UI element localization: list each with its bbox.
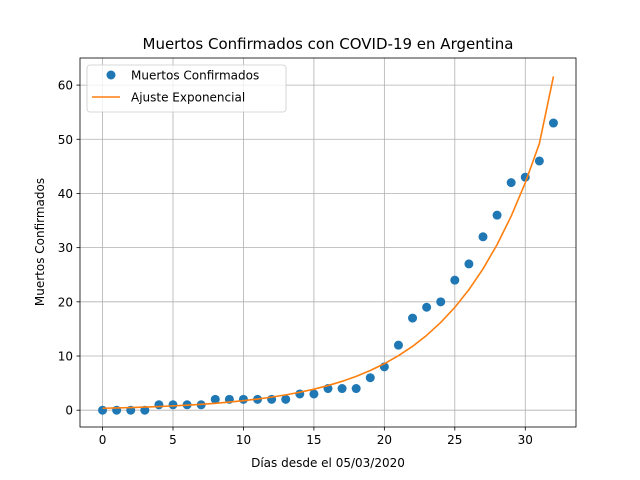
data-point	[436, 297, 446, 307]
y-tick-label: 40	[58, 187, 73, 201]
x-tick-label: 15	[306, 433, 321, 447]
y-axis-label: Muertos Confirmados	[33, 178, 47, 306]
data-point	[464, 259, 474, 269]
x-tick-label: 0	[99, 433, 107, 447]
x-tick-label: 25	[447, 433, 462, 447]
grid	[80, 58, 576, 427]
data-point	[506, 178, 516, 188]
data-point	[450, 275, 460, 285]
data-point	[534, 156, 544, 166]
data-point	[422, 302, 432, 312]
data-point	[365, 373, 375, 383]
x-axis-label: Días desde el 05/03/2020	[251, 456, 405, 470]
series-layer	[98, 76, 558, 415]
data-point	[492, 210, 502, 220]
legend-label-points: Muertos Confirmados	[131, 69, 259, 83]
plot-area	[80, 58, 576, 427]
data-point	[393, 340, 403, 350]
data-point	[98, 405, 108, 415]
x-tick-label: 20	[377, 433, 392, 447]
data-point	[140, 405, 150, 415]
legend: Muertos Confirmados Ajuste Exponencial	[86, 64, 287, 113]
data-point	[154, 400, 164, 410]
data-point	[281, 394, 291, 404]
data-point	[548, 118, 558, 128]
data-point	[309, 389, 319, 399]
y-tick-label: 30	[58, 241, 73, 255]
data-point	[210, 394, 220, 404]
y-tick-label: 60	[58, 79, 73, 93]
chart-title: Muertos Confirmados con COVID-19 en Arge…	[143, 35, 514, 53]
plot-frame	[79, 57, 577, 428]
data-point	[337, 384, 347, 394]
x-tick-label: 10	[236, 433, 251, 447]
y-tick-label: 10	[58, 350, 73, 364]
y-tick-label: 20	[58, 295, 73, 309]
data-point	[408, 313, 418, 323]
fit-line	[102, 76, 555, 410]
legend-label-line: Ajuste Exponencial	[131, 91, 245, 105]
y-tick-label: 50	[58, 133, 73, 147]
y-tick-label: 0	[65, 404, 73, 418]
ticks: 0 5 10 15 20 25 30 0 10 20 30 40 50 60	[58, 79, 533, 447]
data-point	[351, 384, 361, 394]
data-point	[478, 232, 488, 242]
data-point	[168, 400, 178, 410]
data-point	[238, 394, 248, 404]
legend-marker-points	[106, 70, 116, 80]
x-tick-label: 5	[169, 433, 177, 447]
x-tick-label: 30	[518, 433, 533, 447]
legend-box	[86, 64, 287, 113]
